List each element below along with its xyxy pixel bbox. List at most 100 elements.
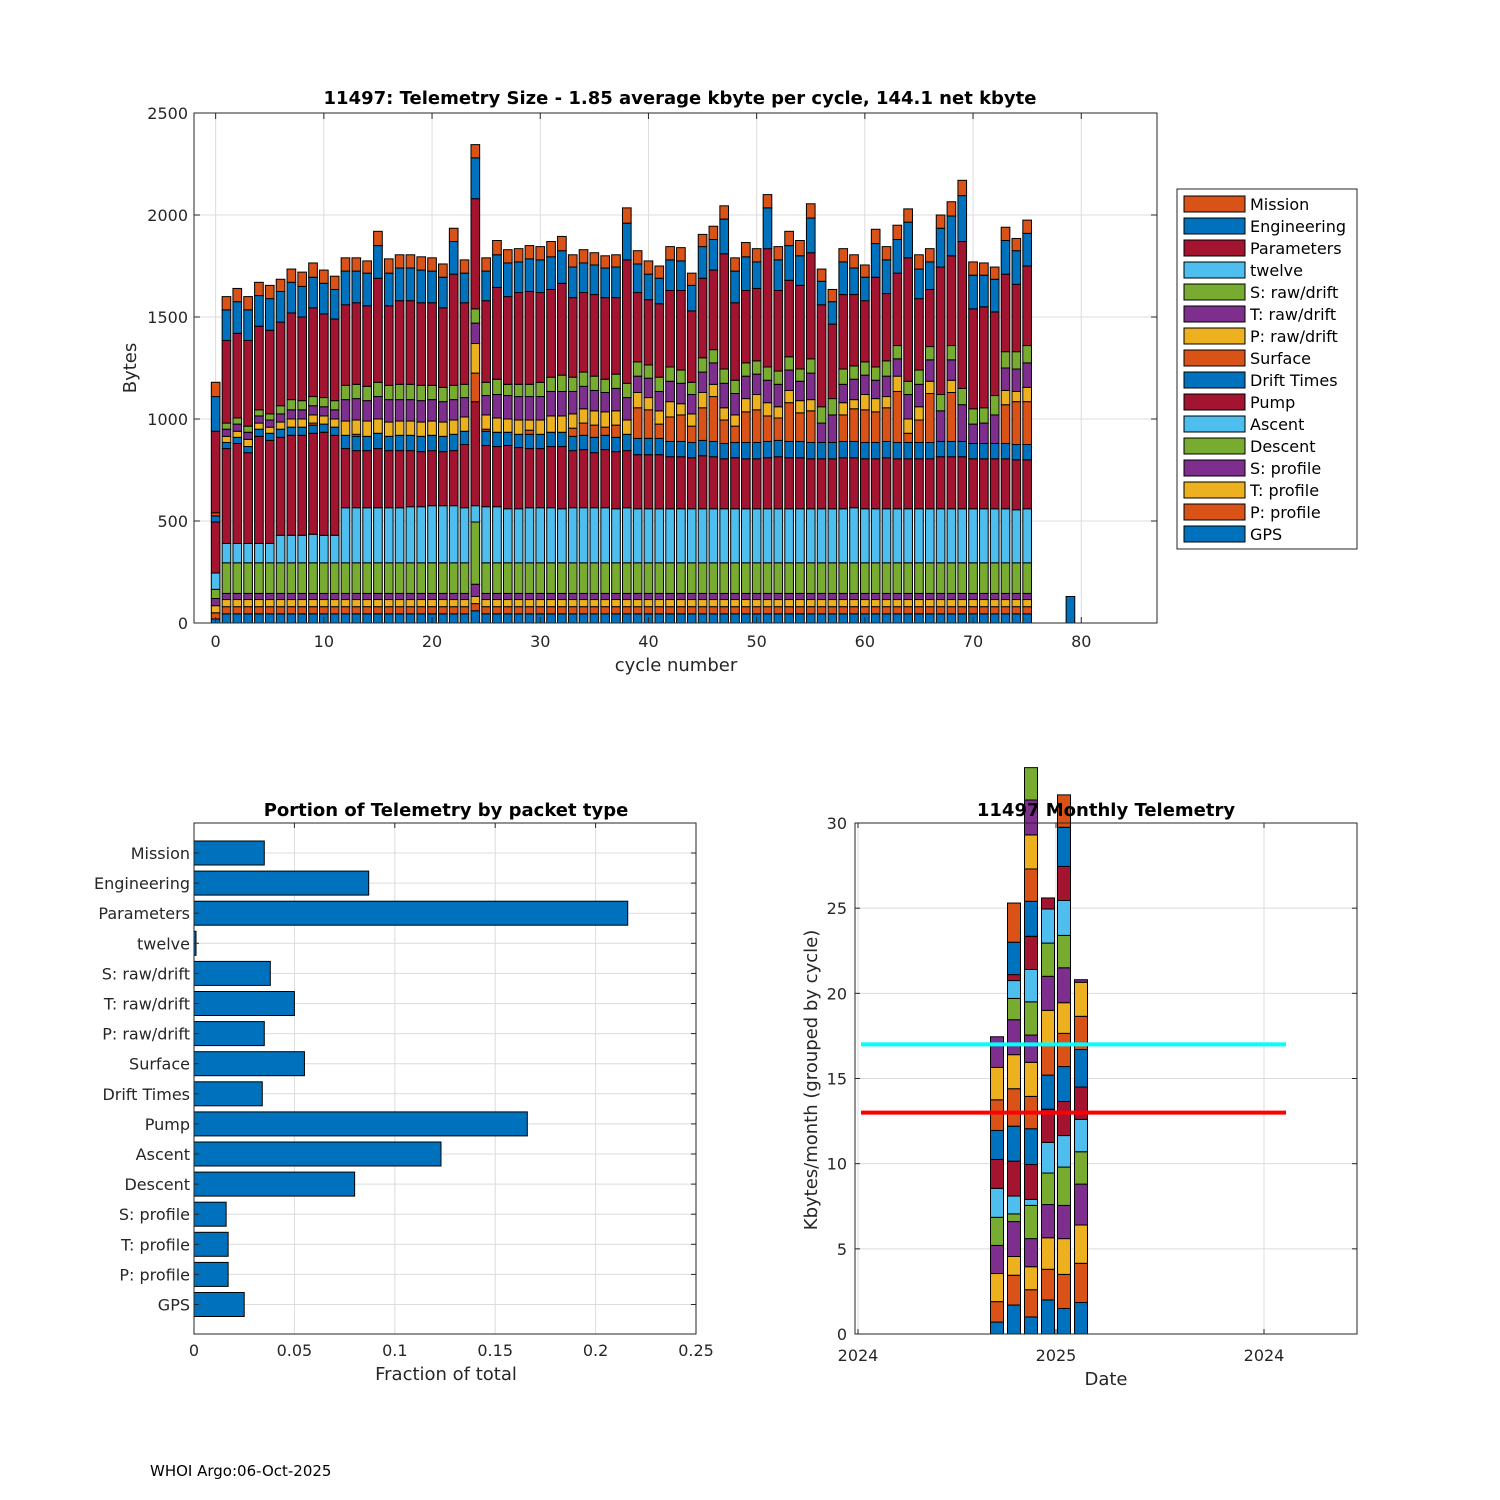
- bar-segment-mission: [308, 262, 318, 278]
- bar-segment-drift-times: [383, 435, 394, 452]
- bar-segment-p-raw-drift: [741, 398, 751, 413]
- legend-item: Pump: [1183, 393, 1295, 412]
- month-bar-segment: [1041, 1141, 1055, 1174]
- bar-segment-s-profile: [979, 592, 989, 601]
- bar-segment-parameters: [795, 284, 805, 370]
- month-bar-segment: [1007, 1088, 1021, 1127]
- bar-segment-descent: [448, 562, 459, 594]
- bar-segment-s-profile: [784, 592, 794, 601]
- bar-segment-surface: [1022, 401, 1032, 446]
- bar-segment-s-profile: [210, 598, 221, 607]
- bar-segment-drift-times: [968, 442, 978, 460]
- legend-item: Engineering: [1183, 217, 1346, 236]
- bar-segment-descent: [1011, 562, 1022, 594]
- bar-segment-p-profile: [557, 606, 567, 615]
- x-tick-label: 2024: [838, 1346, 879, 1365]
- bar-segment-parameters: [589, 294, 600, 377]
- bar-segment-descent: [989, 562, 1000, 594]
- bar-segment-mission: [470, 144, 481, 159]
- bar-segment-mission: [686, 272, 697, 286]
- bar-segment-descent: [600, 562, 610, 594]
- bar-segment-s-raw-drift: [362, 385, 372, 402]
- bar-segment-s-raw-drift: [427, 384, 437, 401]
- bar-segment-descent: [275, 562, 286, 594]
- y-tick-label: Surface: [129, 1055, 190, 1074]
- bar-segment-gps: [741, 613, 751, 624]
- bar-segment-s-raw-drift: [557, 374, 567, 392]
- bar-segment-descent: [319, 562, 329, 594]
- bar-segment-engineering: [524, 258, 535, 292]
- bar-segment-p-raw-drift: [870, 398, 881, 413]
- bar-segment-s-profile: [502, 592, 513, 601]
- bar-segment-mission: [697, 233, 708, 248]
- bar-segment-p-profile: [621, 606, 632, 615]
- bar-segment-ascent: [935, 508, 946, 564]
- bar-segment-s-raw-drift: [805, 358, 816, 374]
- bar-segment-parameters: [730, 302, 740, 381]
- bar-segment-p-profile: [329, 606, 340, 615]
- month-bar-segment: [1074, 979, 1088, 983]
- bar-segment-s-raw-drift: [1011, 351, 1022, 370]
- bar-segment-engineering: [708, 238, 719, 271]
- x-tick-label: 20: [422, 632, 442, 651]
- bar-segment-t-raw-drift: [589, 389, 600, 412]
- bar-segment-pump: [979, 458, 989, 510]
- bar-segment-s-profile: [286, 592, 297, 601]
- bar-segment-pump: [697, 455, 708, 510]
- bar-segment-p-profile: [773, 606, 784, 615]
- bar-segment-p-profile: [535, 606, 546, 615]
- bar-stack-cycle-52: [773, 246, 784, 624]
- bar-segment-p-profile: [611, 606, 621, 615]
- bar-segment-s-profile: [232, 592, 243, 601]
- bar-segment-drift-times: [221, 441, 232, 450]
- bar-stack-cycle-39: [632, 250, 643, 624]
- bar-segment-pump: [849, 457, 859, 509]
- bar-segment-s-raw-drift: [946, 345, 957, 361]
- bar-segment-t-profile: [438, 599, 448, 608]
- bar-segment-s-profile: [448, 592, 459, 601]
- bar-stack-cycle-11: [329, 275, 340, 624]
- legend-item: Parameters: [1183, 239, 1342, 258]
- legend-item: GPS: [1183, 525, 1282, 544]
- month-bar-stack: [1041, 897, 1055, 1335]
- bar-segment-p-profile: [438, 606, 448, 615]
- bar-segment-p-profile: [243, 606, 253, 615]
- bar-segment-p-raw-drift: [470, 343, 481, 374]
- legend-swatch: [1183, 349, 1246, 367]
- month-bar-segment: [1074, 981, 1088, 1017]
- bar-segment-t-raw-drift: [1011, 368, 1022, 392]
- bar-segment-s-profile: [394, 592, 405, 601]
- x-tick-label: 60: [855, 632, 875, 651]
- bar-segment-descent: [773, 562, 784, 594]
- bar-segment-t-profile: [741, 599, 751, 608]
- month-bar-segment: [1074, 1301, 1088, 1335]
- bar-segment-p-raw-drift: [416, 421, 427, 437]
- bar-segment-s-raw-drift: [340, 384, 351, 401]
- bar-segment-engineering: [838, 261, 849, 296]
- bar-segment-t-profile: [827, 599, 838, 608]
- bar-segment-t-raw-drift: [297, 409, 308, 420]
- bar-segment-pump: [903, 458, 913, 510]
- bar-segment-drift-times: [957, 440, 968, 458]
- y-tick-label: 0: [837, 1325, 847, 1344]
- bar-segment-s-raw-drift: [816, 406, 827, 424]
- month-bar-segment: [1024, 1164, 1038, 1200]
- bar-segment-descent: [578, 562, 589, 594]
- bar-segment-gps: [362, 613, 372, 624]
- bar-segment-p-profile: [730, 606, 740, 615]
- bar-segment-s-raw-drift: [264, 413, 275, 421]
- x-tick-label: 40: [638, 632, 658, 651]
- bar-stack-cycle-50: [751, 248, 762, 624]
- bar-segment-descent: [632, 562, 643, 594]
- bar-stack-cycle-5: [264, 284, 275, 624]
- bar-segment-p-raw-drift: [557, 415, 567, 433]
- bar-segment-drift-times: [557, 431, 567, 448]
- bar-segment-s-raw-drift: [405, 383, 416, 401]
- bar-segment-pump: [405, 450, 416, 508]
- bar-segment-gps: [383, 613, 394, 624]
- month-bar-segment: [1024, 1001, 1038, 1036]
- bar-segment-drift-times: [264, 432, 275, 441]
- bar-segment-p-profile: [632, 606, 643, 615]
- bar-stack-cycle-66: [924, 248, 935, 624]
- bar-segment-drift-times: [697, 439, 708, 457]
